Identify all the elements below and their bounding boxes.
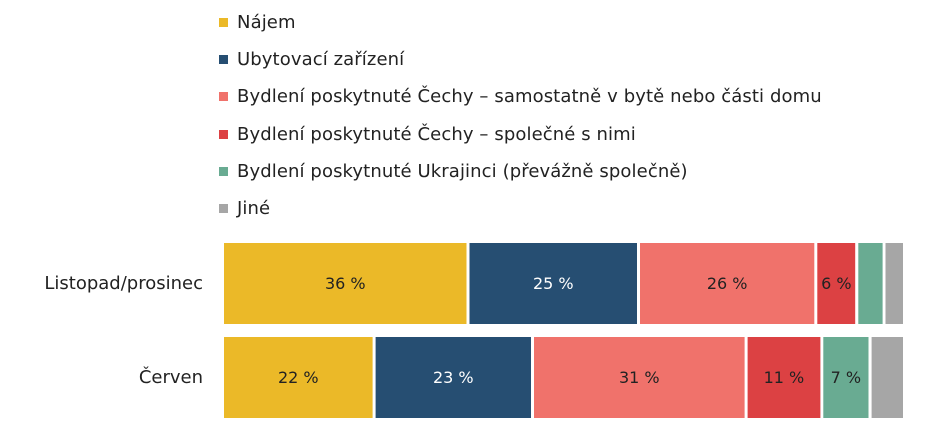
bar-segment xyxy=(640,243,815,324)
legend-swatch xyxy=(219,55,228,65)
legend-swatch xyxy=(219,204,228,214)
bar-segment xyxy=(871,337,903,418)
bar-segment xyxy=(224,337,373,418)
legend-swatch xyxy=(219,18,228,28)
bar-segment xyxy=(224,243,467,324)
legend-item: Bydlení poskytnuté Čechy – společné s ni… xyxy=(219,116,822,153)
bar-segment xyxy=(469,243,637,324)
legend-label: Nájem xyxy=(237,12,296,34)
data-label: 11 % xyxy=(764,368,805,387)
bar-segment xyxy=(823,337,869,418)
bar-segment xyxy=(747,337,821,418)
legend-swatch xyxy=(219,129,228,139)
data-label: 36 % xyxy=(325,274,366,293)
data-label: 25 % xyxy=(533,274,574,293)
category-label: Červen xyxy=(139,366,203,388)
bar-segment xyxy=(375,337,531,418)
legend-item: Jiné xyxy=(219,190,822,227)
category-label: Listopad/prosinec xyxy=(44,273,203,294)
data-label: 6 % xyxy=(821,274,851,293)
legend-item: Ubytovací zařízení xyxy=(219,41,822,78)
data-label: 7 % xyxy=(831,368,861,387)
legend-item: Bydlení poskytnuté Čechy – samostatně v … xyxy=(219,78,822,115)
legend-label: Bydlení poskytnuté Čechy – společné s ni… xyxy=(237,123,636,145)
bar-segment xyxy=(885,243,903,324)
legend-label: Jiné xyxy=(237,198,271,220)
bar-segment xyxy=(858,243,883,324)
legend-label: Ubytovací zařízení xyxy=(237,49,405,71)
data-label: 26 % xyxy=(707,274,748,293)
bar-segment xyxy=(817,243,856,324)
legend: Nájem Ubytovací zařízení Bydlení poskytnut… xyxy=(219,4,822,227)
legend-item: Bydlení poskytnuté Ukrajinci (převážně s… xyxy=(219,153,822,190)
legend-label: Bydlení poskytnuté Ukrajinci (převážně s… xyxy=(237,160,688,182)
legend-swatch xyxy=(219,92,228,102)
bar-segment xyxy=(534,337,745,418)
data-label: 23 % xyxy=(433,368,474,387)
legend-label: Bydlení poskytnuté Čechy – samostatně v … xyxy=(237,86,822,108)
data-label: 22 % xyxy=(278,368,319,387)
legend-item: Nájem xyxy=(219,4,822,41)
data-label: 31 % xyxy=(619,368,660,387)
legend-swatch xyxy=(219,166,228,176)
